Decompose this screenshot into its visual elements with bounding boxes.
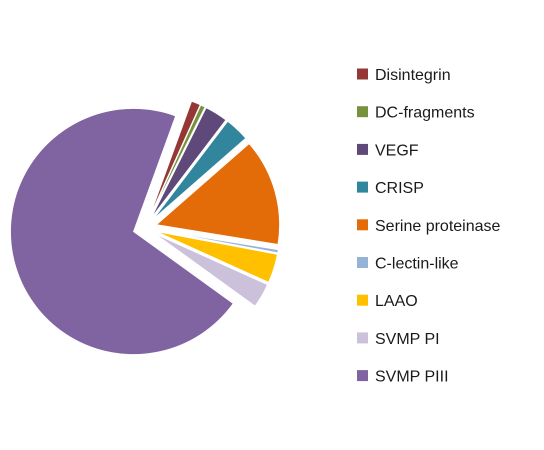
legend-item-c-lectin-like: C-lectin-like <box>357 256 459 273</box>
legend-item-vegf: VEGF <box>357 142 419 159</box>
legend-label-svmp-pi: SVMP PI <box>375 331 440 348</box>
pie-slice-laao <box>156 231 278 283</box>
legend-swatch-c-lectin-like <box>357 257 368 268</box>
legend-swatch-svmp-piii <box>357 370 368 382</box>
pie-slice-disintegrin <box>149 100 201 218</box>
legend-item-svmp-piii: SVMP PIII <box>357 369 449 386</box>
pie-slice-svmp-piii <box>10 108 234 355</box>
legend-swatch-vegf <box>357 143 368 155</box>
legend-label-laao: LAAO <box>375 293 418 310</box>
pie-slice-svmp-pi <box>155 233 268 307</box>
pie-slice-dc-fragments <box>149 104 206 218</box>
pie-slice-crisp <box>152 120 247 220</box>
legend-swatch-disintegrin <box>357 68 368 80</box>
legend-swatch-crisp <box>357 181 368 193</box>
legend-label-svmp-piii: SVMP PIII <box>375 369 449 386</box>
legend-item-crisp: CRISP <box>357 180 424 197</box>
legend: Disintegrin DC-fragments VEGF CRISP Serine p… <box>357 67 501 386</box>
pie-slice-c-lectin-like <box>156 229 279 254</box>
legend-label-crisp: CRISP <box>375 180 424 197</box>
legend-label-serine-proteinase: Serine proteinase <box>375 218 501 235</box>
legend-label-vegf: VEGF <box>375 142 419 159</box>
pie-slice-vegf <box>150 107 227 219</box>
legend-swatch-serine-proteinase <box>357 219 368 231</box>
legend-item-laao: LAAO <box>357 293 418 310</box>
legend-item-serine-proteinase: Serine proteinase <box>357 218 501 235</box>
legend-swatch-dc-fragments <box>357 106 368 118</box>
legend-swatch-svmp-pi <box>357 332 368 344</box>
legend-item-svmp-pi: SVMP PI <box>357 331 440 348</box>
legend-label-c-lectin-like: C-lectin-like <box>375 256 459 273</box>
legend-label-disintegrin: Disintegrin <box>375 67 451 84</box>
legend-item-disintegrin: Disintegrin <box>357 67 451 84</box>
legend-label-dc-fragments: DC-fragments <box>375 105 475 122</box>
pie-slice-serine-proteinase <box>155 143 280 245</box>
legend-item-dc-fragments: DC-fragments <box>357 105 475 122</box>
legend-swatch-laao <box>357 294 368 306</box>
pie-slices <box>10 100 280 355</box>
